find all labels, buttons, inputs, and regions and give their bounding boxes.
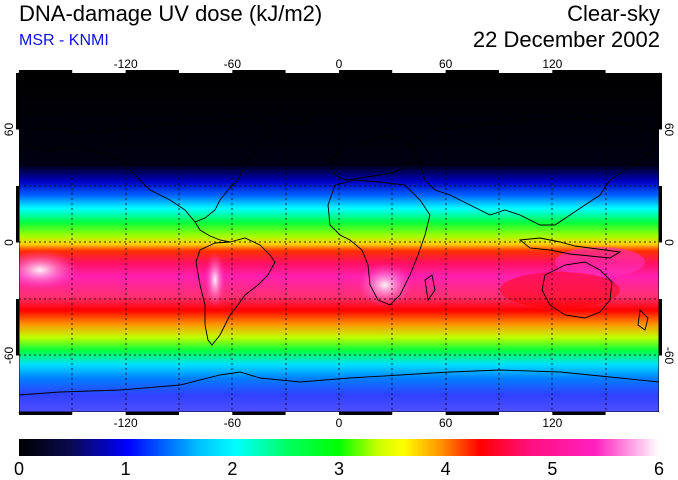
graticule xyxy=(19,73,659,412)
map-date: 22 December 2002 xyxy=(472,27,660,52)
frame-scale-bars xyxy=(16,70,662,415)
lon-tick-bottom-label: -120 xyxy=(114,416,138,430)
colorbar-tick-label: 4 xyxy=(440,459,451,479)
colorbar-gradient xyxy=(19,439,659,456)
lon-tick-bottom-label: 60 xyxy=(439,416,453,430)
coastline-australia xyxy=(541,261,613,319)
lon-tick-top-label: -60 xyxy=(224,57,242,71)
map-title: DNA-damage UV dose (kJ/m2) xyxy=(19,1,323,26)
coastline-greenland xyxy=(274,84,321,126)
colorbar-tick-label: 1 xyxy=(120,459,131,479)
lon-tick-top-label: -120 xyxy=(114,57,138,71)
lat-tick-left-label: 60 xyxy=(2,123,16,137)
coastline-new-zealand xyxy=(637,309,649,331)
colorbar-tick-label: 5 xyxy=(547,459,558,479)
data-source-label: MSR - KNMI xyxy=(19,32,109,49)
axis-labels: -120 -120 -60 -60 0 0 60 60 120 120 60 60 0 0 -60 -60 xyxy=(2,57,676,430)
coastlines xyxy=(19,84,659,396)
sky-condition-label: Clear-sky xyxy=(567,1,660,26)
coastline-south-america xyxy=(195,237,276,346)
coastline-europe xyxy=(329,134,416,181)
colorbar-tick-label: 6 xyxy=(653,459,665,479)
lon-tick-bottom-label: 0 xyxy=(336,416,343,430)
uv-field xyxy=(19,73,659,412)
colorbar-tick-label: 3 xyxy=(333,459,345,479)
lon-tick-bottom-label: -60 xyxy=(224,416,242,430)
colorbar xyxy=(19,439,659,456)
lon-tick-top-label: 120 xyxy=(542,57,562,71)
lon-tick-top-label: 0 xyxy=(336,57,343,71)
coastline-asia xyxy=(409,117,656,226)
colorbar-tick-label: 0 xyxy=(13,459,25,479)
coastline-madagascar xyxy=(424,274,436,302)
coastline-africa xyxy=(327,179,431,306)
lon-tick-bottom-label: 120 xyxy=(542,416,562,430)
lat-tick-right-label: 60 xyxy=(662,123,676,137)
high-uv-area-andes xyxy=(205,252,225,308)
coastline-north-america xyxy=(21,117,271,223)
coastline-central-america xyxy=(194,221,231,243)
lat-tick-left-label: -60 xyxy=(2,347,16,365)
high-uv-area-pacific-west xyxy=(19,250,80,290)
coastline-antarctica xyxy=(19,369,659,396)
lat-tick-right-label: 0 xyxy=(662,239,676,246)
colorbar-tick-label: 2 xyxy=(227,459,238,479)
lat-tick-right-label: -60 xyxy=(662,347,676,365)
lat-tick-left-label: 0 xyxy=(2,239,16,246)
lon-tick-top-label: 60 xyxy=(439,57,453,71)
uv-area-australia xyxy=(500,272,620,308)
